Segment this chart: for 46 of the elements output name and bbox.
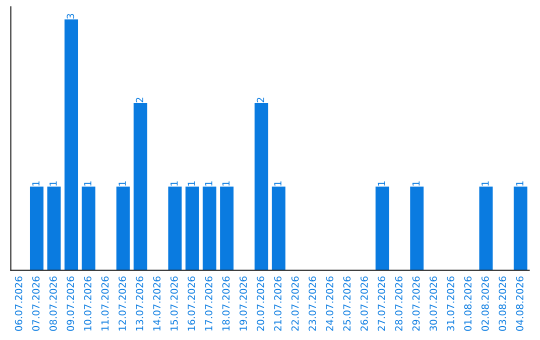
x-tick-label: 22.07.2026	[291, 276, 299, 331]
x-tick-label: 09.07.2026	[66, 276, 74, 331]
x-tick-label: 10.07.2026	[84, 276, 92, 330]
x-tick-label: 25.07.2026	[343, 276, 351, 331]
x-tick-label: 07.07.2026	[32, 276, 40, 331]
x-tick-label: 30.07.2026	[430, 276, 437, 331]
data-label: 1	[118, 181, 126, 186]
data-label: 1	[32, 181, 40, 186]
x-tick-label: 13.07.2026	[136, 276, 144, 330]
data-label: 3	[66, 14, 74, 19]
data-label: 1	[412, 181, 420, 186]
x-tick-label: 27.07.2026	[378, 276, 386, 331]
data-label: 1	[482, 181, 489, 186]
data-label: 1	[170, 181, 178, 186]
x-tick-label: 16.07.2026	[188, 276, 196, 330]
x-tick-label: 01.08.2026	[464, 276, 472, 331]
x-tick-label: 21.07.2026	[274, 276, 282, 331]
data-label: 1	[222, 181, 230, 186]
x-tick-label: 15.07.2026	[170, 276, 178, 330]
x-tick-label: 29.07.2026	[412, 276, 420, 331]
x-tick-label: 14.07.2026	[153, 276, 160, 330]
x-tick-label: 23.07.2026	[308, 276, 316, 331]
x-tick-label: 24.07.2026	[326, 276, 334, 331]
x-tick-label: 26.07.2026	[360, 276, 368, 331]
x-tick-label: 28.07.2026	[395, 276, 402, 331]
x-tick-label: 06.07.2026	[14, 276, 22, 331]
data-label: 1	[205, 181, 212, 186]
data-label: 1	[50, 181, 57, 186]
x-tick-label: 02.08.2026	[481, 276, 489, 331]
x-tick-label: 31.07.2026	[446, 276, 454, 331]
x-tick-label: 03.08.2026	[498, 276, 506, 331]
x-tick-label: 08.07.2026	[49, 276, 57, 331]
x-tick-label: 11.07.2026	[101, 276, 109, 330]
data-label: 1	[84, 181, 92, 186]
x-tick-label: 04.08.2026	[516, 276, 524, 331]
data-label: 1	[188, 181, 195, 186]
x-tick-label: 12.07.2026	[118, 276, 126, 330]
data-label: 1	[378, 181, 386, 186]
x-tick-label: 20.07.2026	[256, 276, 264, 331]
x-tick-label: 18.07.2026	[222, 276, 230, 330]
x-tick-label: 19.07.2026	[240, 276, 247, 330]
x-tick-label: 17.07.2026	[204, 276, 212, 330]
data-label: 1	[516, 181, 524, 186]
data-label: 2	[136, 98, 144, 102]
data-label: 2	[256, 98, 264, 102]
data-label: 1	[274, 181, 282, 186]
